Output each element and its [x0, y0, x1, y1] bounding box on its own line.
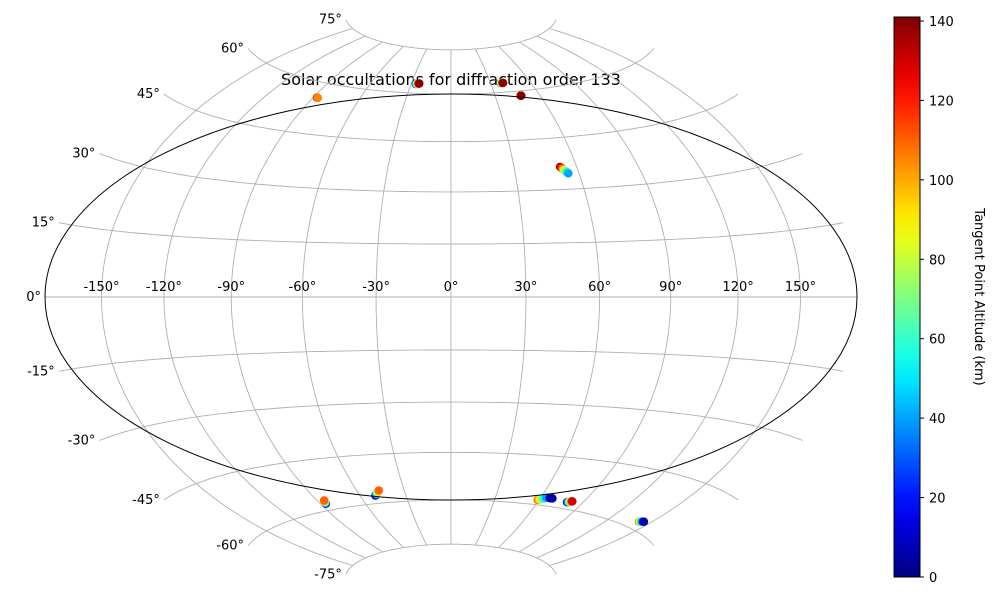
longitude-tick-label: -150° — [83, 280, 119, 295]
colorbar-tick-label: 20 — [929, 492, 946, 507]
colorbar-tick-label: 140 — [929, 15, 954, 30]
colorbar-tick-label: 40 — [929, 412, 946, 427]
map-outline — [44, 93, 858, 501]
longitude-gridline — [498, 46, 601, 548]
latitude-tick-labels: 75° 60° 45° 30° 15° 0° -15° -30° -45° -60° -75° — [26, 13, 342, 583]
occultation-point — [319, 496, 329, 505]
longitude-gridline — [230, 41, 383, 553]
colorbar-tick-label: 100 — [929, 174, 954, 189]
longitude-tick-label: -90° — [217, 280, 245, 295]
colorbar-label: Tangent Point Altitude (km) — [971, 207, 986, 385]
latitude-tick-label: 75° — [319, 13, 342, 28]
longitude-tick-label: -120° — [146, 280, 182, 295]
longitude-tick-label: 30° — [514, 280, 537, 295]
colorbar-tick-label: 120 — [929, 94, 954, 109]
occultation-point — [639, 517, 649, 526]
occultation-point — [374, 486, 384, 495]
occultation-point — [568, 497, 577, 506]
longitude-tick-label: -60° — [289, 280, 317, 295]
longitude-tick-label: 90° — [659, 280, 682, 295]
colorbar-tick-label: 0 — [929, 571, 937, 586]
longitude-gridline — [474, 48, 527, 546]
latitude-tick-label: -30° — [68, 434, 96, 449]
longitude-gridline — [301, 46, 404, 548]
longitude-tick-label: 0° — [444, 280, 459, 295]
occultation-point — [517, 91, 526, 100]
occultation-point — [313, 93, 322, 103]
longitude-tick-label: -30° — [362, 280, 390, 295]
latitude-tick-label: 45° — [137, 87, 160, 102]
latitude-tick-label: -45° — [132, 493, 160, 508]
colorbar — [893, 16, 921, 578]
colorbar-tick-label: 60 — [929, 333, 946, 348]
occultation-point — [415, 79, 424, 88]
latitude-tick-label: 60° — [221, 41, 244, 56]
longitude-gridline — [536, 35, 739, 559]
longitude-gridline — [375, 48, 428, 546]
colorbar-ticks: 0 20 40 60 80 100 120 140 — [920, 15, 954, 586]
longitude-tick-label: 60° — [588, 280, 611, 295]
longitude-gridline — [549, 28, 801, 566]
longitude-tick-label: 120° — [722, 280, 753, 295]
longitude-tick-label: 150° — [785, 280, 816, 295]
latitude-tick-label: 15° — [32, 216, 55, 231]
latitude-tick-label: -15° — [27, 364, 55, 379]
longitude-gridline — [101, 28, 353, 566]
occultation-point — [564, 169, 573, 178]
data-points — [312, 78, 649, 526]
latitude-tick-label: -75° — [314, 567, 342, 582]
longitude-gridline — [519, 41, 672, 553]
latitude-tick-label: -60° — [216, 539, 244, 554]
latitude-tick-label: 0° — [26, 290, 41, 305]
colorbar-tick-label: 80 — [929, 253, 946, 268]
map-graticule — [45, 19, 857, 575]
longitude-gridline — [163, 35, 366, 559]
occultation-point — [498, 78, 508, 88]
latitude-tick-label: 30° — [72, 147, 95, 162]
longitude-tick-labels: -150° -120° -90° -60° -30° 0° 30° 60° 90° 120° 150… — [83, 280, 816, 295]
occultation-point — [548, 494, 557, 503]
